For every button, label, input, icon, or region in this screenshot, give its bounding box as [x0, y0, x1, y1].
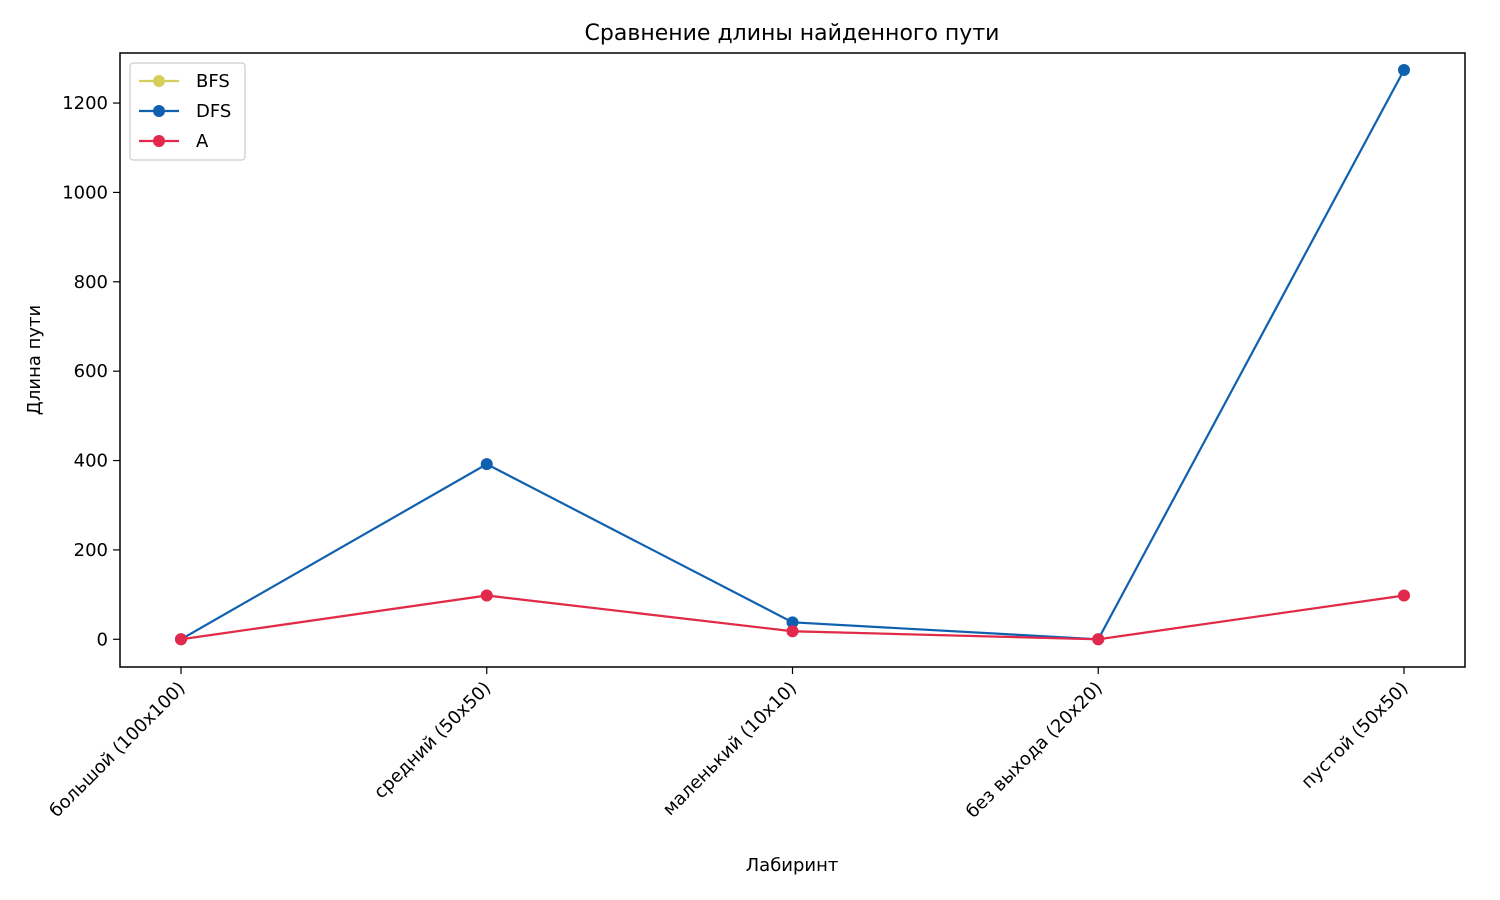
legend-marker	[153, 75, 165, 87]
legend-marker	[153, 105, 165, 117]
x-tick-label: без выхода (20x20)	[962, 678, 1107, 823]
data-point-dfs	[480, 458, 493, 471]
chart-title: Сравнение длины найденного пути	[585, 21, 1000, 46]
y-tick-label: 600	[74, 361, 108, 382]
y-tick-label: 1000	[62, 182, 108, 203]
data-point-dfs	[1398, 63, 1410, 76]
y-tick-label: 1200	[62, 93, 108, 114]
data-point-a	[1092, 633, 1105, 646]
data-point-dfs	[786, 616, 799, 629]
y-tick-label: 800	[74, 272, 108, 293]
x-axis-label: Лабиринт	[746, 855, 839, 876]
x-tick-label: пустой (50x50)	[1297, 678, 1412, 793]
x-tick-label: средний (50x50)	[370, 678, 495, 803]
x-tick-label: большой (100x100)	[46, 678, 190, 822]
y-tick-label: 0	[97, 629, 108, 650]
y-axis-label: Длина пути	[24, 305, 45, 415]
y-tick-label: 200	[74, 540, 108, 561]
x-tick-label: маленький (10x10)	[659, 678, 801, 820]
legend-label: DFS	[196, 101, 231, 122]
legend-label: BFS	[196, 71, 230, 92]
legend-marker	[153, 135, 165, 147]
legend-label: A	[196, 131, 209, 152]
data-point-a	[1398, 589, 1410, 602]
plot-area	[175, 63, 1410, 646]
series-line-dfs	[180, 69, 1405, 641]
axis-ticks: 0 200 400 600 800 1000 1200 большой (100x100) ср…	[46, 93, 1413, 822]
y-tick-label: 400	[74, 451, 108, 472]
data-point-a	[175, 633, 187, 646]
legend: BFS DFS A	[129, 62, 246, 161]
axes-frame	[119, 52, 1466, 668]
data-point-a	[480, 589, 493, 602]
data-point-a	[786, 625, 799, 638]
